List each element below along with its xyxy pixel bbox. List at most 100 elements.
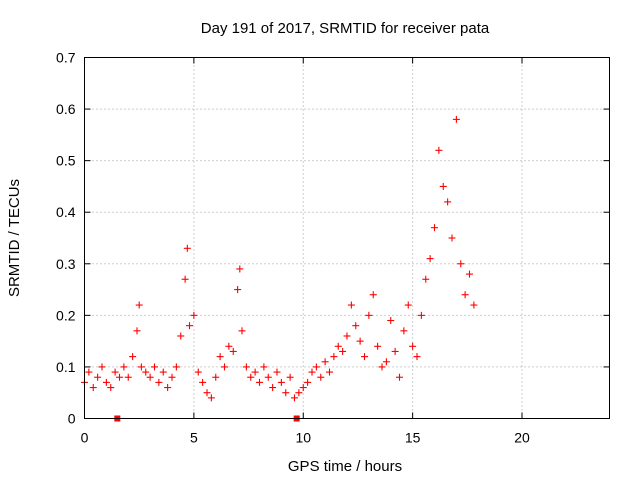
data-point bbox=[374, 342, 382, 350]
data-point bbox=[431, 224, 438, 232]
data-point bbox=[269, 384, 277, 392]
data-point bbox=[238, 327, 246, 335]
data-point bbox=[203, 389, 211, 397]
data-point bbox=[94, 373, 102, 381]
data-point bbox=[282, 389, 290, 397]
x-tick-label: 0 bbox=[81, 430, 89, 446]
data-point bbox=[413, 353, 421, 361]
data-point bbox=[461, 291, 469, 299]
data-point bbox=[159, 368, 167, 376]
data-point bbox=[151, 363, 158, 371]
data-point bbox=[133, 327, 141, 335]
data-point bbox=[277, 378, 285, 386]
data-point bbox=[164, 384, 172, 392]
y-tick-label: 0.5 bbox=[56, 153, 76, 169]
data-point bbox=[172, 363, 180, 371]
data-point bbox=[466, 270, 473, 278]
data-point bbox=[229, 347, 237, 355]
data-point bbox=[470, 301, 478, 309]
data-point bbox=[378, 363, 386, 371]
data-point bbox=[439, 182, 447, 190]
data-point bbox=[247, 373, 255, 381]
data-point bbox=[155, 378, 163, 386]
data-point bbox=[236, 265, 244, 273]
data-point bbox=[448, 234, 456, 242]
data-point bbox=[422, 275, 430, 283]
data-point bbox=[129, 353, 137, 361]
data-point bbox=[361, 353, 368, 361]
data-point bbox=[404, 301, 412, 309]
data-point bbox=[312, 363, 320, 371]
data-point bbox=[435, 146, 443, 154]
data-points bbox=[81, 115, 478, 422]
data-point bbox=[186, 322, 193, 330]
y-axis-label: SRMTID / TECUs bbox=[6, 179, 23, 297]
data-point bbox=[356, 337, 364, 345]
data-point bbox=[264, 373, 272, 381]
data-point bbox=[457, 260, 465, 268]
data-point bbox=[256, 378, 263, 386]
data-point bbox=[452, 115, 460, 123]
data-point bbox=[225, 342, 233, 350]
data-point bbox=[216, 353, 224, 361]
data-point bbox=[251, 368, 259, 376]
data-point bbox=[400, 327, 408, 335]
x-tick-label: 5 bbox=[190, 430, 198, 446]
data-point bbox=[343, 332, 351, 340]
data-point bbox=[321, 358, 329, 366]
data-point bbox=[387, 317, 395, 325]
data-point bbox=[137, 363, 145, 371]
data-point bbox=[347, 301, 355, 309]
data-point bbox=[295, 389, 303, 397]
data-point bbox=[426, 255, 434, 263]
data-point bbox=[291, 394, 298, 402]
data-point bbox=[369, 291, 377, 299]
data-point bbox=[260, 363, 268, 371]
data-point bbox=[135, 301, 143, 309]
data-point bbox=[317, 373, 325, 381]
data-point bbox=[339, 347, 347, 355]
data-point bbox=[352, 322, 360, 330]
y-tick-label: 0.6 bbox=[56, 101, 76, 117]
data-point bbox=[365, 311, 373, 319]
data-point bbox=[181, 275, 189, 283]
axis-ticks: 0 5 10 15 20 0 0.1 0.2 0.3 0.4 0.5 0.6 0.7 bbox=[56, 50, 610, 446]
x-tick-label: 10 bbox=[295, 430, 311, 446]
data-point bbox=[326, 368, 333, 376]
y-tick-label: 0.2 bbox=[56, 307, 76, 323]
data-point bbox=[286, 373, 294, 381]
data-point bbox=[168, 373, 176, 381]
data-point bbox=[120, 363, 128, 371]
data-point bbox=[308, 368, 316, 376]
data-point bbox=[221, 363, 228, 371]
data-point bbox=[194, 368, 202, 376]
y-tick-label: 0.4 bbox=[56, 204, 76, 220]
data-point bbox=[146, 373, 154, 381]
data-point bbox=[304, 378, 312, 386]
data-point bbox=[299, 384, 307, 392]
data-point bbox=[417, 311, 425, 319]
data-point bbox=[409, 342, 417, 350]
data-point bbox=[102, 378, 110, 386]
plot-frame bbox=[84, 57, 610, 419]
data-point bbox=[85, 368, 93, 376]
data-point bbox=[111, 368, 119, 376]
data-point bbox=[142, 368, 150, 376]
data-point bbox=[273, 368, 281, 376]
y-tick-label: 0.3 bbox=[56, 256, 76, 272]
y-tick-label: 0.1 bbox=[56, 359, 76, 375]
data-point bbox=[116, 373, 123, 381]
y-tick-label: 0 bbox=[68, 411, 76, 427]
grid bbox=[84, 57, 610, 419]
x-tick-label: 20 bbox=[514, 430, 530, 446]
data-point bbox=[330, 353, 338, 361]
data-point bbox=[396, 373, 403, 381]
data-point bbox=[177, 332, 185, 340]
data-point bbox=[190, 311, 198, 319]
data-point bbox=[234, 286, 242, 294]
data-point bbox=[124, 373, 132, 381]
y-tick-label: 0.7 bbox=[56, 50, 76, 66]
chart-title: Day 191 of 2017, SRMTID for receiver pat… bbox=[201, 20, 490, 37]
data-point bbox=[212, 373, 220, 381]
